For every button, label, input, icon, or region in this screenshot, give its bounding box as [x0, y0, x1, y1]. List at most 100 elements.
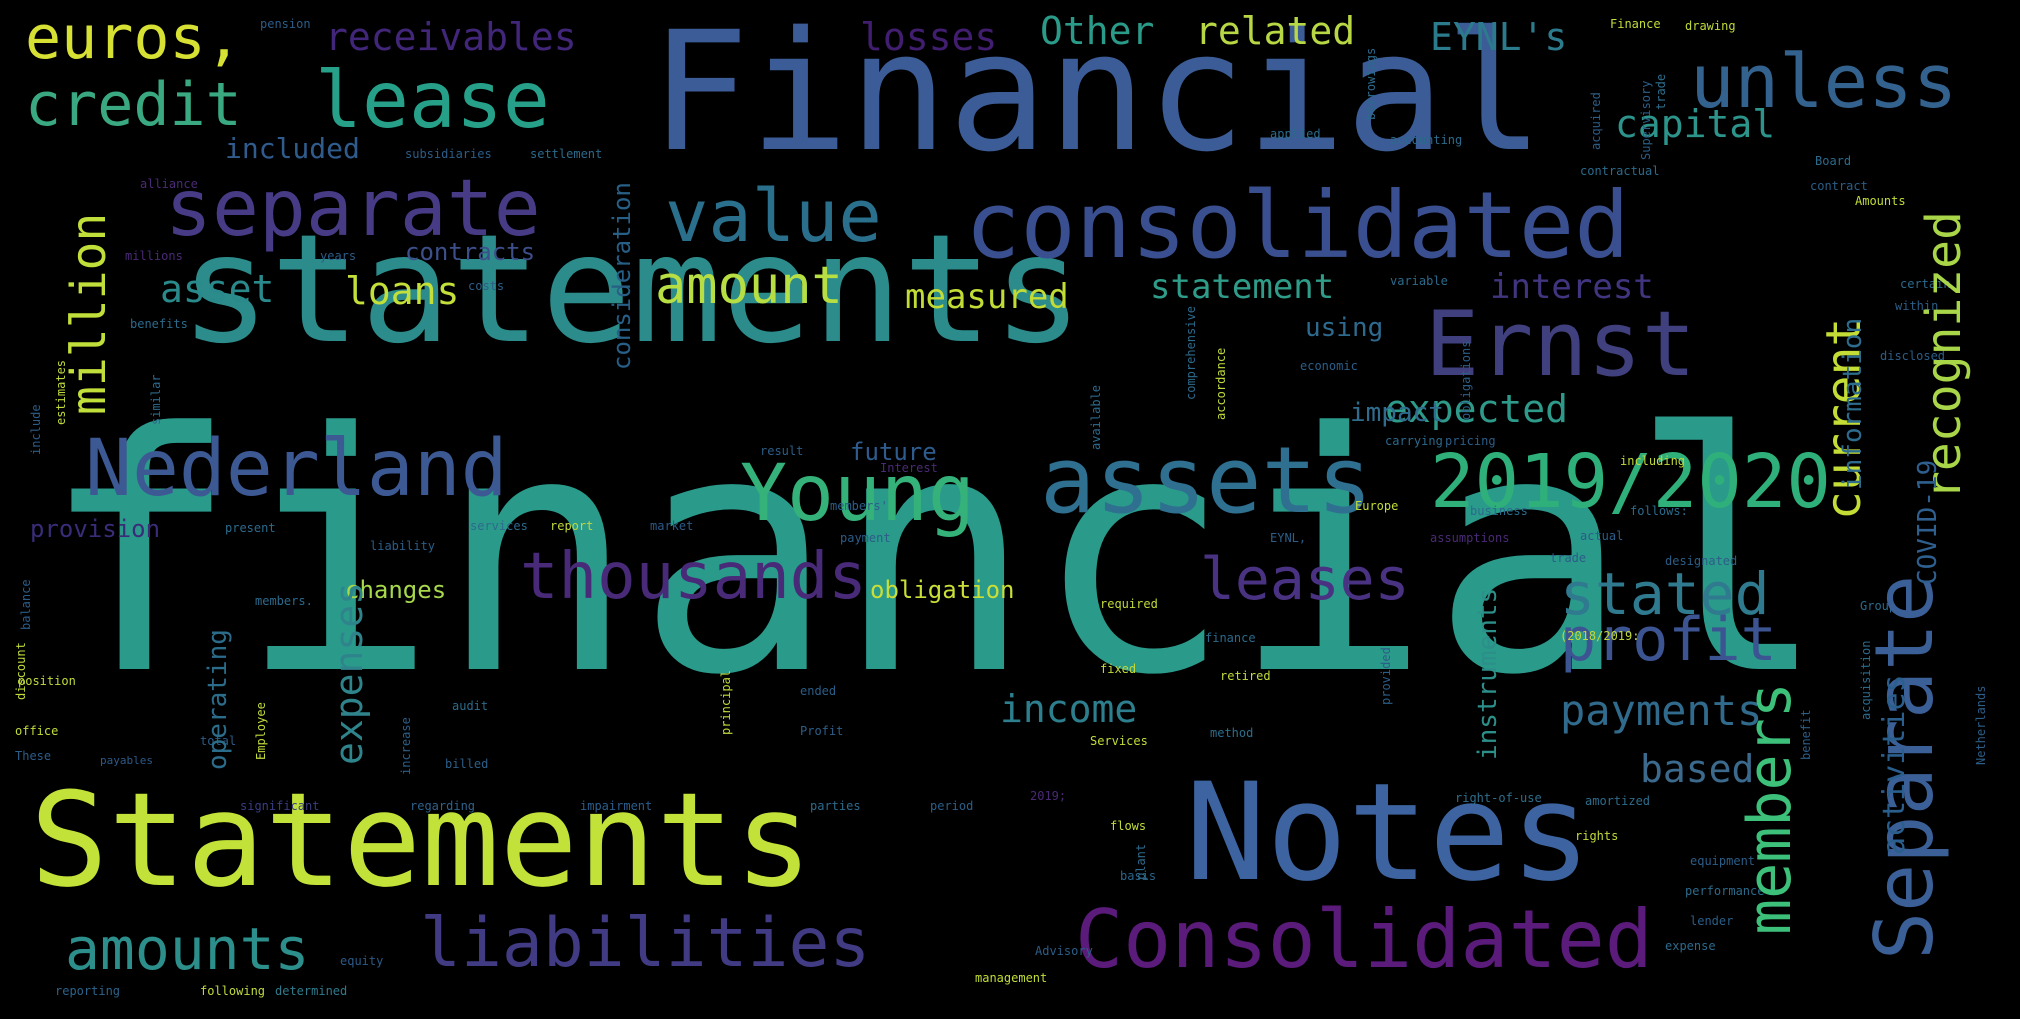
word-vertical: acquired: [1589, 92, 1603, 150]
word: pricing: [1445, 434, 1496, 448]
word: income: [1000, 687, 1138, 731]
word: finance: [1205, 631, 1256, 645]
word: result: [760, 444, 804, 458]
word: Advisory: [1035, 944, 1093, 958]
word: Interest: [880, 461, 938, 475]
word: Europe: [1355, 499, 1399, 513]
word: assumptions: [1430, 531, 1510, 545]
word-vertical: activities: [1877, 674, 1912, 855]
word: assets: [1040, 427, 1373, 534]
word: based: [1640, 747, 1755, 791]
word: members': [830, 499, 888, 513]
word: EYNL's: [1430, 15, 1568, 59]
word: regarding: [410, 799, 476, 813]
word: Young: [740, 449, 975, 539]
word: ended: [800, 684, 837, 698]
word: statements: [180, 203, 1084, 377]
word: future: [850, 438, 937, 466]
word: credit: [25, 70, 242, 140]
word-vertical: provided: [1379, 647, 1393, 705]
word: payables: [100, 754, 153, 767]
word: millions: [125, 249, 183, 263]
word: disclosed: [1880, 349, 1946, 363]
word: Ernst: [1425, 292, 1696, 397]
word: losses: [860, 15, 998, 59]
word: payment: [840, 531, 891, 545]
word: provision: [30, 515, 161, 543]
word: accounting: [1390, 133, 1463, 147]
word: contract: [1810, 179, 1868, 193]
word: value: [665, 174, 882, 258]
word: euros,: [25, 3, 242, 73]
word: unless: [1690, 39, 1958, 125]
word: benefits: [130, 317, 188, 331]
word: period: [930, 799, 974, 813]
word: EYNL,: [1270, 531, 1307, 545]
word: economic: [1300, 359, 1358, 373]
word-vertical: discount: [14, 642, 28, 700]
word: 2019/2020: [1430, 439, 1831, 525]
word: changes: [345, 576, 447, 604]
word: consolidated: [965, 172, 1630, 279]
word-vertical: Employee: [254, 702, 268, 760]
word: Profit: [800, 724, 844, 738]
word: amortized: [1585, 794, 1651, 808]
word: loans: [345, 269, 460, 313]
word: included: [225, 132, 360, 165]
word: drawing: [1685, 19, 1736, 33]
word: subsidiaries: [405, 147, 492, 161]
word: related: [1195, 9, 1356, 53]
word-vertical: information: [1838, 317, 1868, 490]
word: asset: [160, 267, 275, 311]
word: rights: [1575, 829, 1619, 843]
word: report: [550, 519, 594, 533]
word-vertical: balance: [19, 579, 33, 630]
word: contracts: [405, 238, 536, 266]
word-vertical: million: [61, 212, 117, 415]
word: equipment: [1690, 854, 1756, 868]
word: parties: [810, 799, 861, 813]
word-vertical: borrowings: [1364, 47, 1378, 120]
word: retired: [1220, 669, 1271, 683]
word: pension: [260, 17, 311, 31]
word: basis: [1120, 869, 1157, 883]
word: thousands: [520, 540, 867, 614]
word: performance: [1685, 884, 1765, 898]
word: impairment: [580, 799, 653, 813]
word: office: [15, 724, 59, 738]
word-vertical: plant: [1134, 843, 1148, 880]
word-vertical: available: [1089, 384, 1103, 450]
word: liabilities: [420, 904, 871, 983]
word: Other: [1040, 9, 1155, 53]
word: applied: [1270, 127, 1321, 141]
word-vertical: Supervisory: [1639, 80, 1653, 160]
word: variable: [1390, 274, 1448, 288]
word: contractual: [1580, 164, 1660, 178]
word: Nederland: [85, 424, 508, 514]
word: business: [1470, 504, 1528, 518]
word: Statements: [30, 764, 813, 916]
word: Amounts: [1855, 194, 1906, 208]
word: Consolidated: [1075, 893, 1653, 986]
word: Services: [1090, 734, 1148, 748]
word: lease: [315, 56, 550, 146]
word: capital: [1615, 102, 1776, 146]
word: expected: [1385, 387, 1569, 431]
word-vertical: include: [29, 404, 43, 455]
word: obligation: [870, 576, 1015, 604]
word: receivables: [325, 15, 577, 59]
word: designated: [1665, 554, 1738, 568]
word-vertical: trade: [1654, 73, 1668, 110]
word: liability: [370, 539, 436, 553]
word: years: [320, 249, 357, 263]
word: payments: [1560, 686, 1763, 735]
word-vertical: operating: [203, 629, 233, 770]
word: statement: [1150, 267, 1335, 307]
word: certain: [1900, 277, 1951, 291]
word-vertical: recognized: [1916, 211, 1972, 500]
word-vertical: obligations: [1459, 340, 1473, 420]
word-vertical: acquisition: [1859, 640, 1873, 720]
word: required: [1100, 597, 1158, 611]
word: (2018/2019:: [1560, 629, 1640, 643]
word: Board: [1815, 154, 1852, 168]
